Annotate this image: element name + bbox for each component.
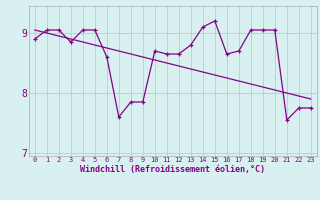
X-axis label: Windchill (Refroidissement éolien,°C): Windchill (Refroidissement éolien,°C): [80, 165, 265, 174]
